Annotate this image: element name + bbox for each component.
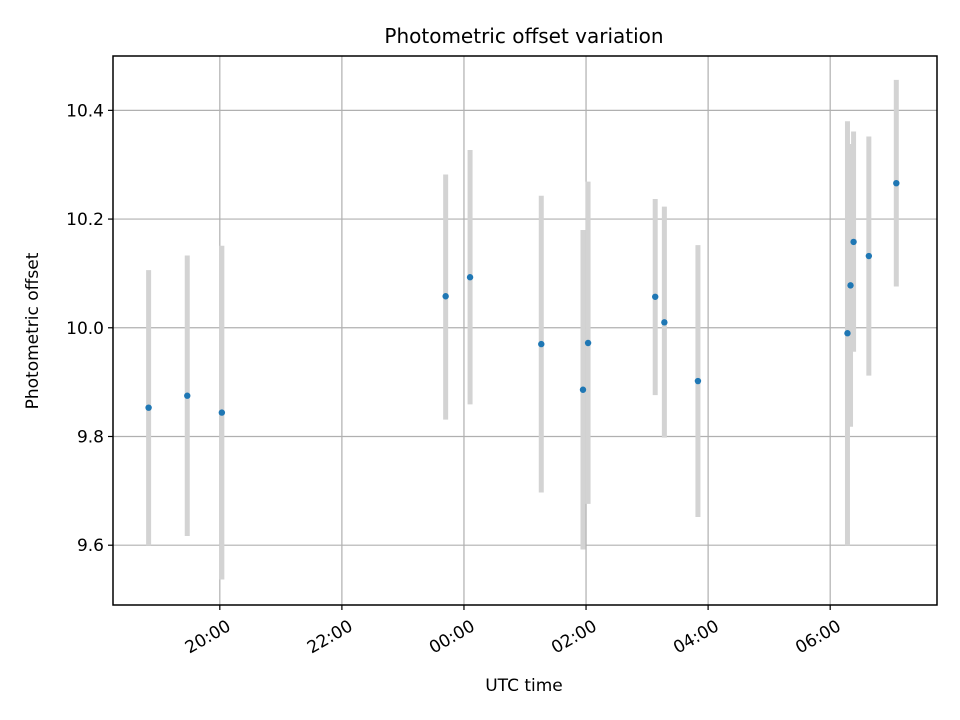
data-point: [538, 340, 545, 348]
data-point: [850, 238, 857, 246]
y-axis-label: Photometric offset: [23, 252, 43, 409]
plot-frame: [112, 55, 938, 606]
y-tick-label: 9.6: [77, 536, 104, 556]
x-axis-label: UTC time: [485, 676, 563, 696]
y-axis-ticks: 9.6 9.8 10.0 10.2 10.4: [66, 101, 113, 556]
data-point: [893, 179, 900, 187]
data-point: [579, 386, 587, 393]
data-point: [584, 339, 592, 347]
data-point: [184, 392, 191, 399]
data-point: [844, 330, 851, 337]
x-tick-label: 00:00: [426, 616, 478, 658]
data-point: [218, 409, 226, 416]
y-tick-label: 10.4: [66, 101, 104, 121]
x-axis-ticks: 20:00 22:00 00:00 02:00 04:00 06:00: [182, 605, 845, 658]
x-tick-label: 20:00: [182, 616, 234, 658]
y-tick-label: 9.8: [77, 427, 104, 447]
data-point: [145, 404, 152, 411]
data-point: [847, 282, 854, 289]
data-point: [442, 293, 449, 300]
error-bars: [146, 79, 899, 580]
x-tick-label: 06:00: [792, 616, 844, 658]
data-point: [466, 274, 474, 281]
grid-lines: [113, 56, 937, 605]
data-points: [145, 179, 900, 416]
data-point: [661, 319, 668, 326]
y-tick-label: 10.2: [66, 210, 104, 230]
data-point: [865, 252, 873, 260]
data-point: [652, 293, 659, 300]
x-tick-label: 04:00: [670, 616, 722, 658]
x-tick-label: 22:00: [304, 616, 356, 658]
data-point: [694, 377, 702, 385]
x-tick-label: 02:00: [548, 616, 600, 658]
y-tick-label: 10.0: [66, 319, 104, 339]
chart-title: Photometric offset variation: [384, 24, 663, 48]
